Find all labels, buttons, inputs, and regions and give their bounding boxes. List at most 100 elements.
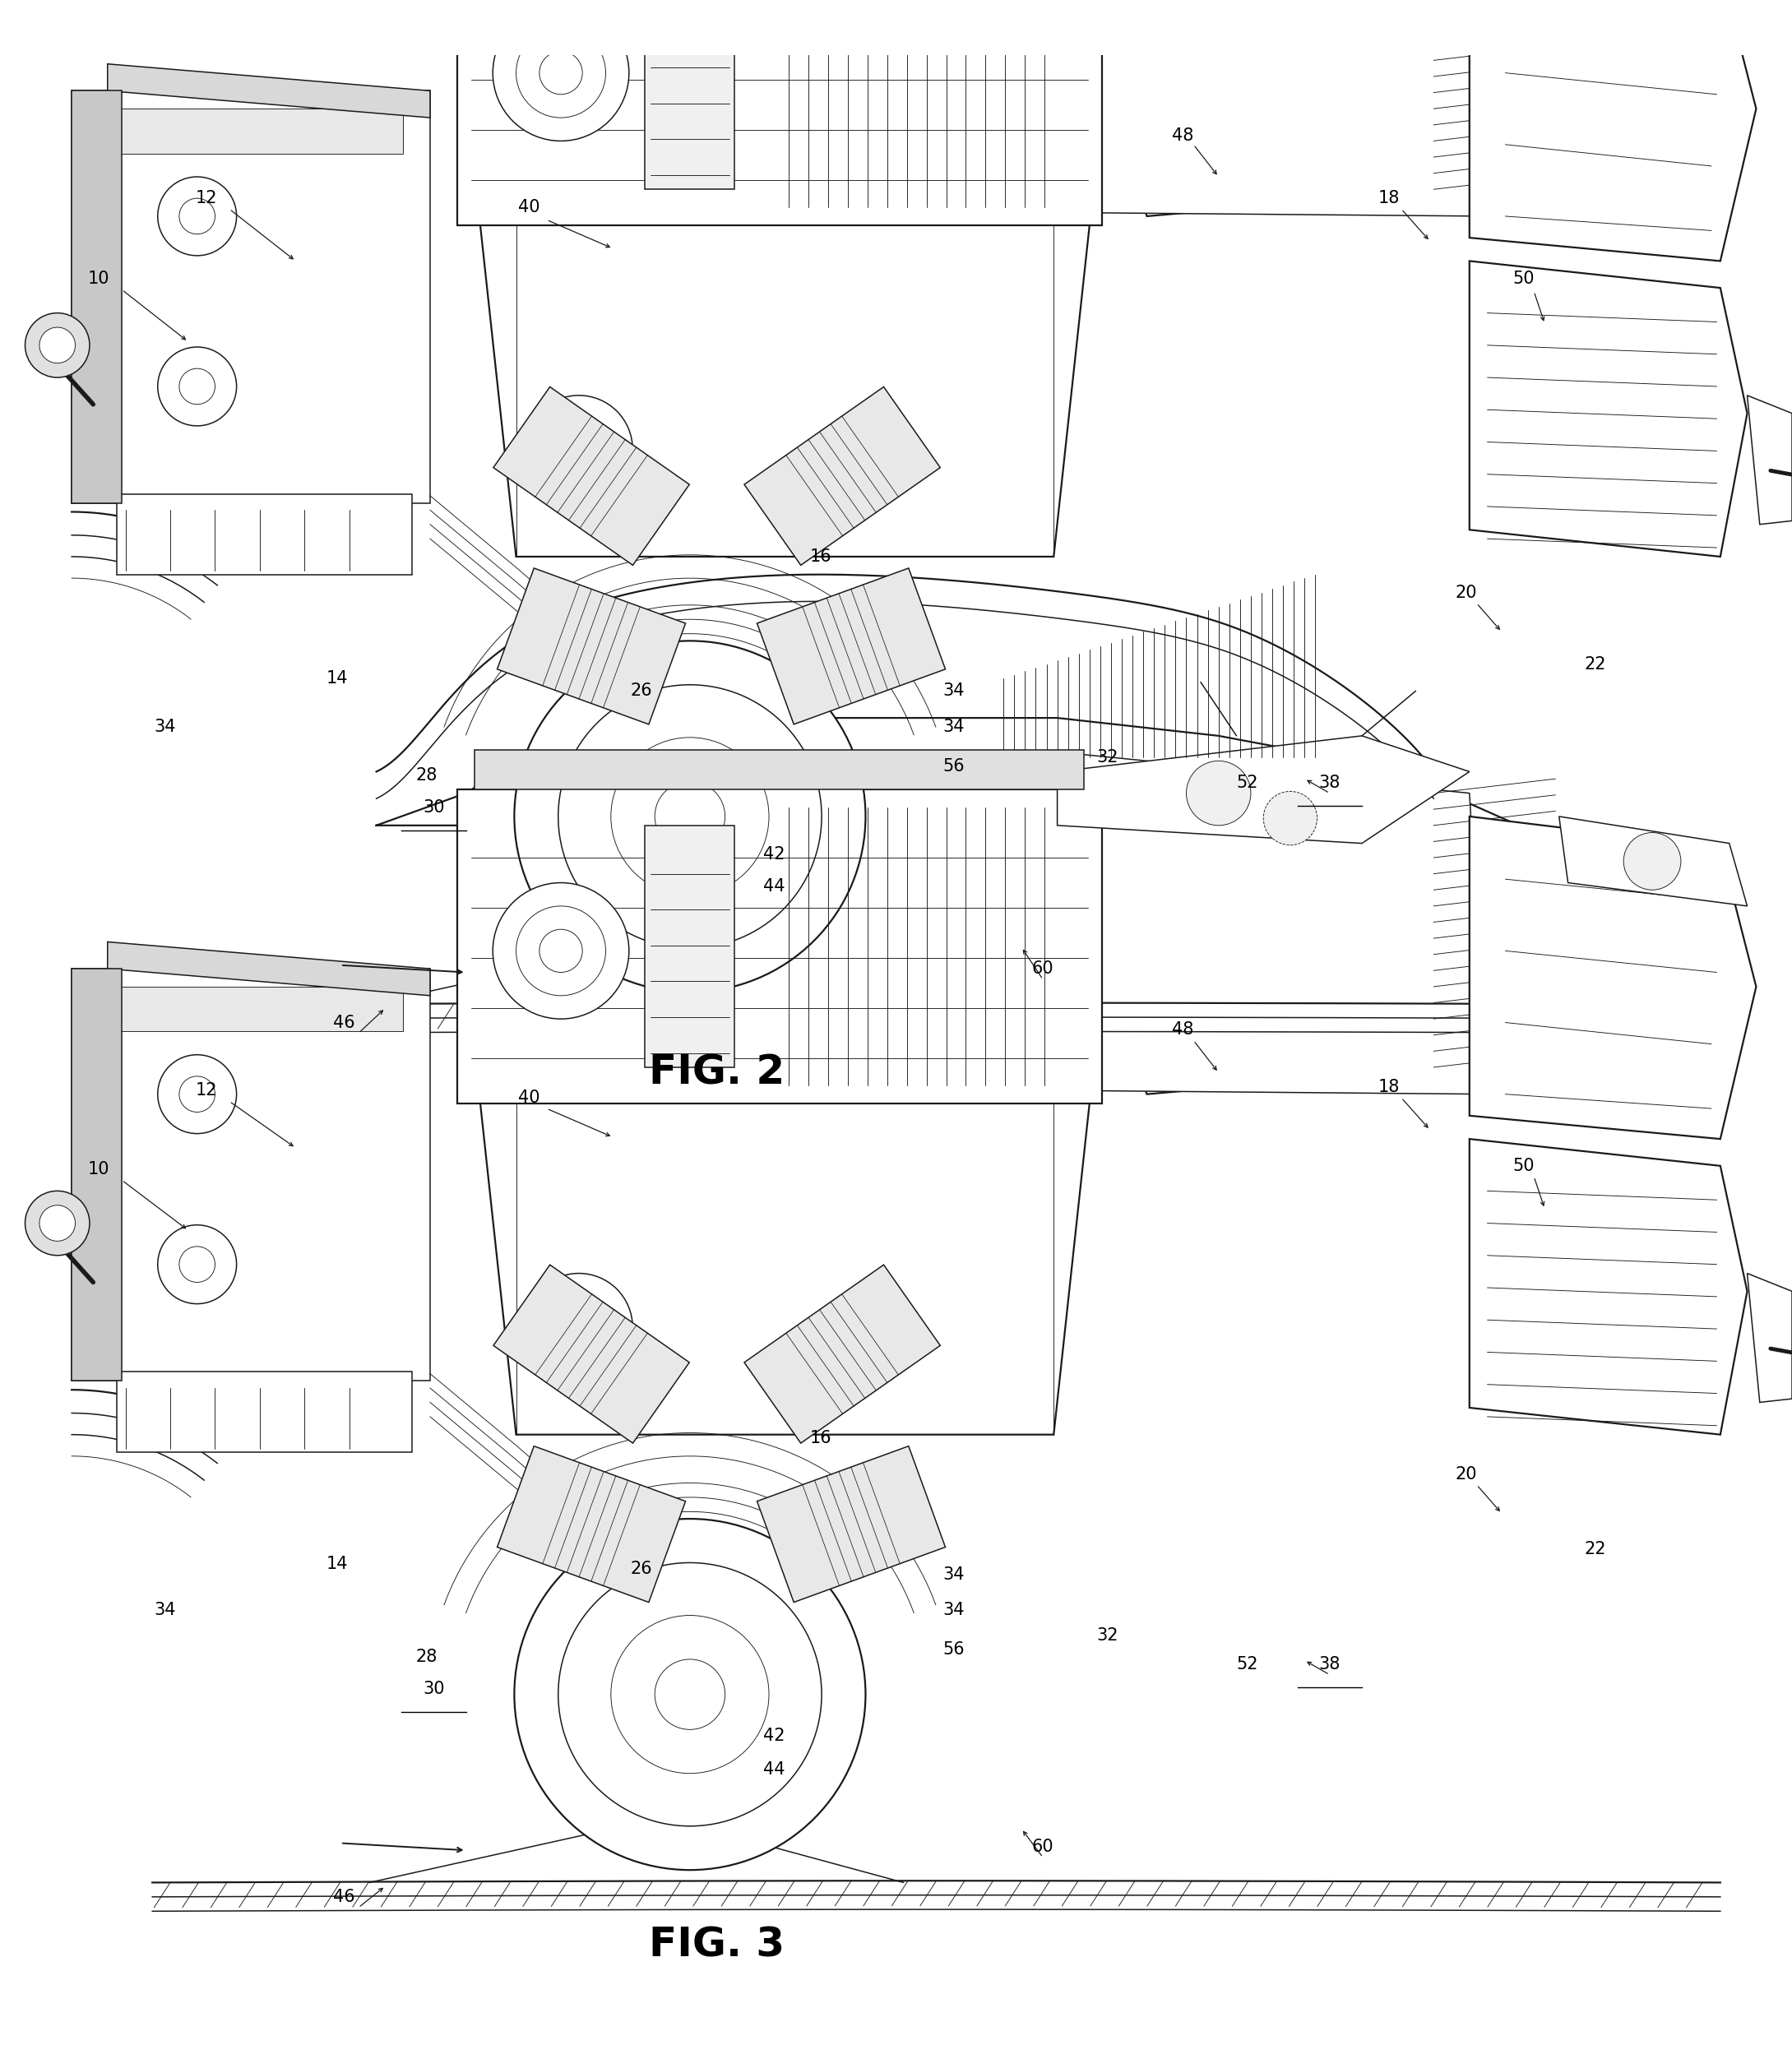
Text: 48: 48 xyxy=(1172,1020,1193,1039)
Bar xyxy=(116,108,403,153)
Circle shape xyxy=(1186,761,1251,826)
Polygon shape xyxy=(1469,262,1747,556)
Circle shape xyxy=(557,1562,821,1826)
Polygon shape xyxy=(1559,816,1747,906)
Circle shape xyxy=(1624,832,1681,890)
Polygon shape xyxy=(645,0,735,190)
Circle shape xyxy=(654,781,726,851)
Text: 28: 28 xyxy=(416,767,437,783)
Text: 12: 12 xyxy=(195,1082,217,1098)
Circle shape xyxy=(550,1299,607,1356)
Text: 52: 52 xyxy=(1236,775,1258,791)
Text: 32: 32 xyxy=(1097,1628,1118,1644)
Text: 44: 44 xyxy=(763,877,785,894)
Text: 34: 34 xyxy=(943,1601,964,1618)
Circle shape xyxy=(525,1274,633,1380)
Text: 30: 30 xyxy=(423,1681,444,1697)
Text: 42: 42 xyxy=(763,847,785,863)
Bar xyxy=(72,90,430,503)
Circle shape xyxy=(39,327,75,364)
Circle shape xyxy=(550,421,607,479)
Polygon shape xyxy=(744,387,941,564)
Polygon shape xyxy=(744,1264,941,1444)
Circle shape xyxy=(516,29,606,119)
Polygon shape xyxy=(1057,736,1469,843)
Text: 38: 38 xyxy=(1319,1656,1340,1673)
Text: 34: 34 xyxy=(154,1601,176,1618)
Circle shape xyxy=(158,1055,237,1133)
Bar xyxy=(116,1372,412,1452)
Text: 34: 34 xyxy=(943,1566,964,1583)
Bar xyxy=(72,969,430,1380)
Polygon shape xyxy=(108,943,430,996)
Text: 10: 10 xyxy=(88,1162,109,1178)
Polygon shape xyxy=(72,90,122,503)
Polygon shape xyxy=(496,569,686,724)
Polygon shape xyxy=(1747,1274,1792,1403)
Text: FIG. 2: FIG. 2 xyxy=(649,1053,785,1092)
Text: 32: 32 xyxy=(1097,748,1118,765)
Polygon shape xyxy=(493,1264,690,1444)
Circle shape xyxy=(25,313,90,378)
Polygon shape xyxy=(480,1102,1090,1436)
Text: 34: 34 xyxy=(943,683,964,699)
Circle shape xyxy=(158,176,237,256)
Text: 18: 18 xyxy=(1378,190,1400,207)
Text: 10: 10 xyxy=(88,270,109,286)
Circle shape xyxy=(25,1190,90,1256)
Text: 18: 18 xyxy=(1378,1080,1400,1096)
Polygon shape xyxy=(1747,395,1792,524)
Text: 34: 34 xyxy=(943,718,964,734)
Polygon shape xyxy=(1559,0,1747,29)
Text: 50: 50 xyxy=(1512,270,1534,286)
Text: 42: 42 xyxy=(763,1728,785,1744)
Text: 60: 60 xyxy=(1032,1838,1054,1855)
Polygon shape xyxy=(1469,1139,1747,1436)
Circle shape xyxy=(525,395,633,503)
Circle shape xyxy=(179,198,215,233)
Text: 20: 20 xyxy=(1455,585,1477,601)
Text: 60: 60 xyxy=(1032,961,1054,978)
Circle shape xyxy=(179,368,215,405)
Circle shape xyxy=(514,1519,866,1869)
Polygon shape xyxy=(1057,771,1559,1094)
Circle shape xyxy=(557,685,821,949)
Bar xyxy=(457,0,1102,225)
Circle shape xyxy=(611,1616,769,1773)
Circle shape xyxy=(654,1658,726,1730)
Text: 26: 26 xyxy=(631,1560,652,1577)
Polygon shape xyxy=(1469,816,1756,1139)
Polygon shape xyxy=(1075,755,1487,1094)
Text: 16: 16 xyxy=(810,1429,831,1446)
Circle shape xyxy=(158,348,237,425)
Circle shape xyxy=(179,1076,215,1112)
Circle shape xyxy=(493,4,629,141)
Text: 52: 52 xyxy=(1236,1656,1258,1673)
Text: 12: 12 xyxy=(195,190,217,207)
Polygon shape xyxy=(1057,0,1559,217)
Text: 26: 26 xyxy=(631,683,652,699)
Text: 22: 22 xyxy=(1584,1542,1606,1558)
Circle shape xyxy=(1263,791,1317,845)
Text: 48: 48 xyxy=(1172,127,1193,143)
Text: 14: 14 xyxy=(326,1556,348,1573)
Bar xyxy=(116,986,403,1031)
Text: 34: 34 xyxy=(154,718,176,734)
Circle shape xyxy=(516,906,606,996)
Polygon shape xyxy=(72,969,122,1380)
Circle shape xyxy=(1624,0,1681,12)
Text: 50: 50 xyxy=(1512,1157,1534,1174)
Circle shape xyxy=(158,1225,237,1305)
Text: 44: 44 xyxy=(763,1761,785,1777)
Text: 46: 46 xyxy=(333,1014,355,1031)
Polygon shape xyxy=(496,1446,686,1603)
Polygon shape xyxy=(756,569,946,724)
Text: 14: 14 xyxy=(326,671,348,687)
Polygon shape xyxy=(480,225,1090,556)
Bar xyxy=(457,789,1102,1102)
Text: 28: 28 xyxy=(416,1648,437,1665)
Polygon shape xyxy=(1075,0,1487,217)
Circle shape xyxy=(514,640,866,992)
Circle shape xyxy=(493,883,629,1018)
Text: 46: 46 xyxy=(333,1890,355,1906)
